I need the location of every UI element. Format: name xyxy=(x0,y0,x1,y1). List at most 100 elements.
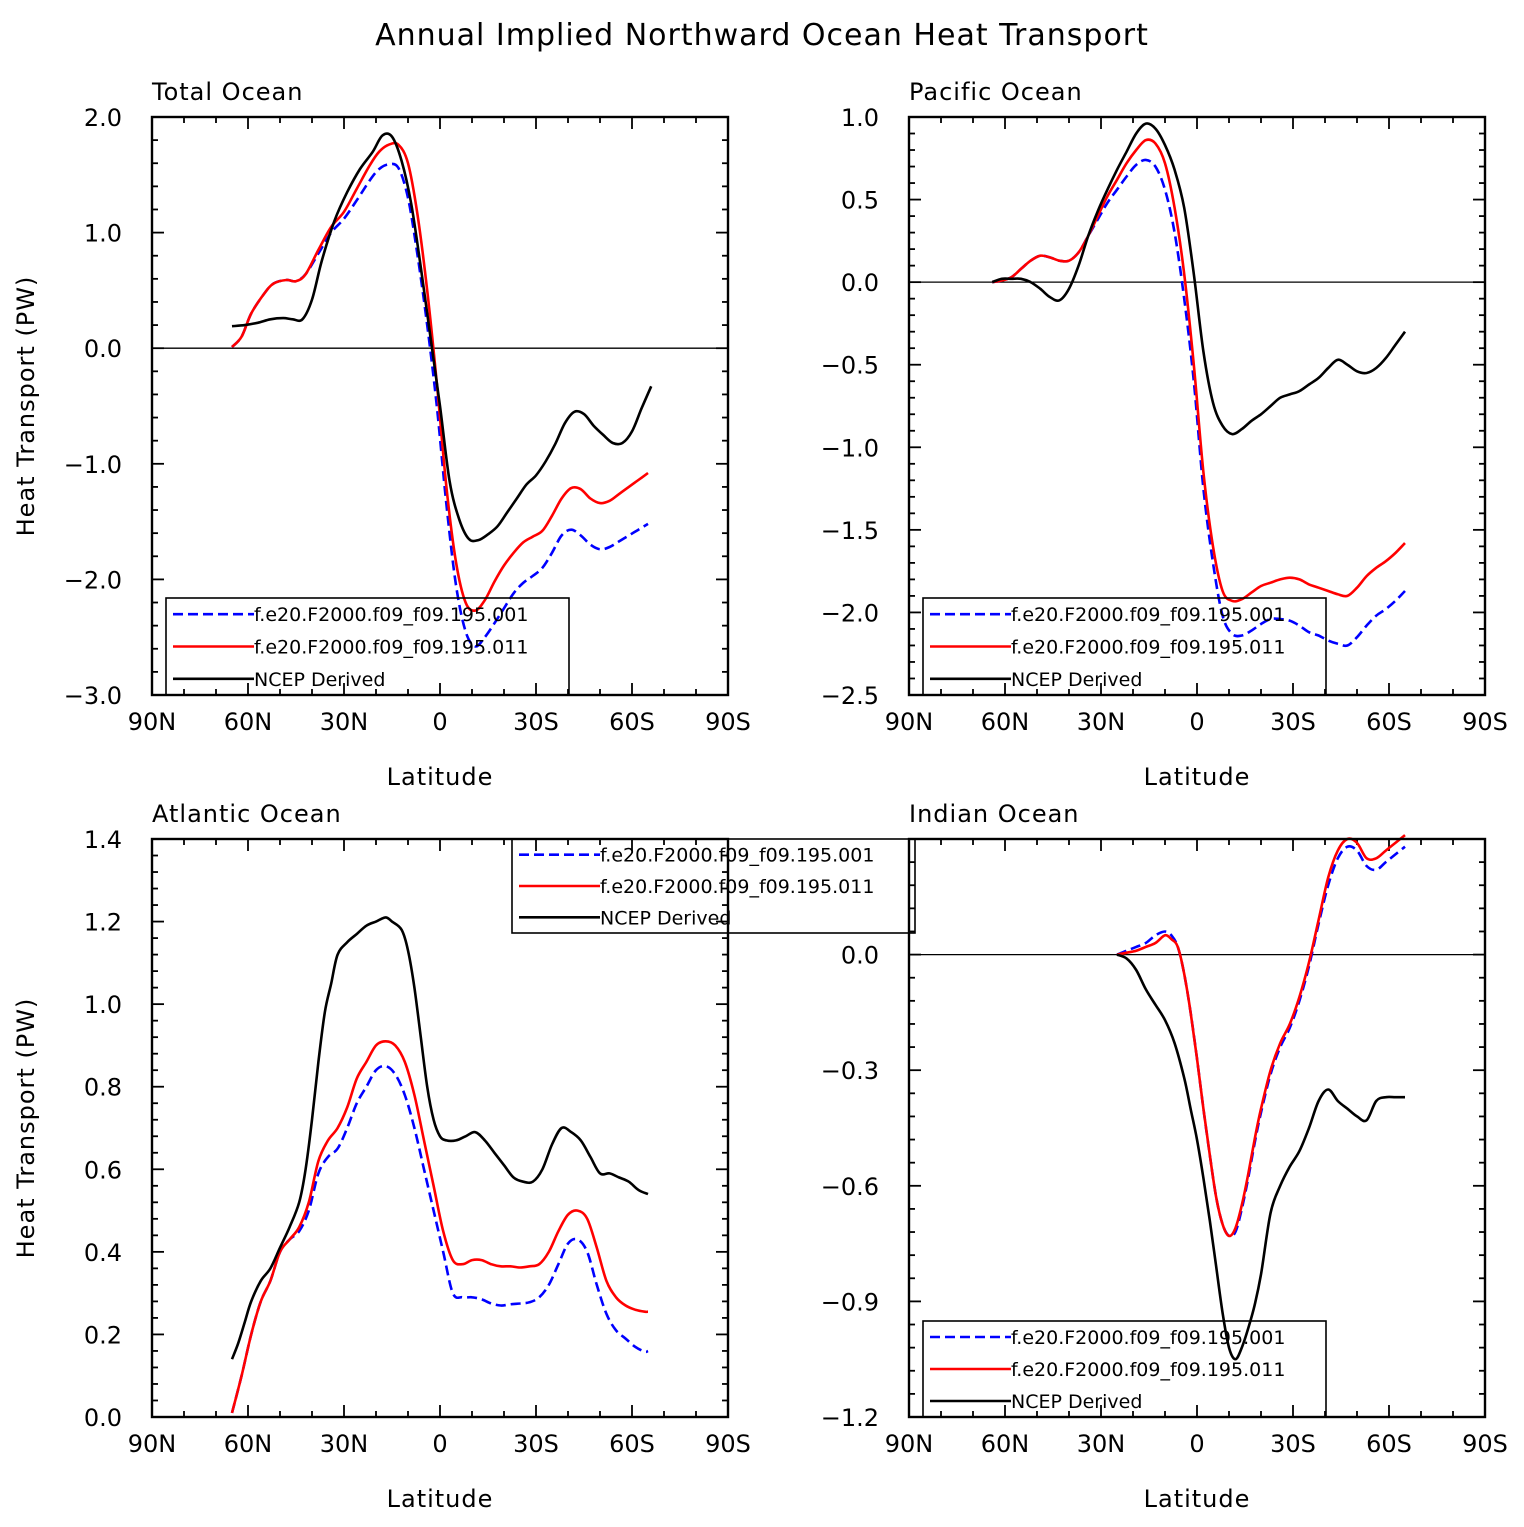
series-line-ncep xyxy=(231,132,653,543)
x-tick-label: 30S xyxy=(513,1430,559,1458)
series-line-ncep xyxy=(1116,953,1405,1361)
y-tick-label: −2.0 xyxy=(821,599,879,627)
x-tick-label: 30N xyxy=(1077,708,1126,736)
legend-label: NCEP Derived xyxy=(1011,669,1142,691)
x-tick-label: 30N xyxy=(320,1430,369,1458)
x-tick-label: 90S xyxy=(705,708,751,736)
x-tick-label: 60S xyxy=(1366,708,1412,736)
x-tick-label: 90S xyxy=(1462,1430,1508,1458)
y-tick-label: 1.0 xyxy=(84,220,122,248)
panel-title: Total Ocean xyxy=(151,78,303,106)
y-tick-label: −0.6 xyxy=(821,1173,879,1201)
series-line-001 xyxy=(230,1064,649,1414)
x-tick-label: 60N xyxy=(981,1430,1030,1458)
legend-label: f.e20.F2000.f09_f09.195.001 xyxy=(600,845,874,867)
legend-label: f.e20.F2000.f09_f09.195.001 xyxy=(254,604,528,626)
x-tick-label: 90N xyxy=(128,1430,177,1458)
x-tick-label: 0 xyxy=(432,1430,447,1458)
x-tick-label: 90S xyxy=(705,1430,751,1458)
legend: f.e20.F2000.f09_f09.195.001 f.e20.F2000.f… xyxy=(511,838,916,934)
y-tick-label: −1.0 xyxy=(821,434,879,462)
x-tick-label: 30N xyxy=(320,708,369,736)
y-tick-label: 2.0 xyxy=(84,104,122,132)
series-line-ncep xyxy=(991,122,1407,436)
y-tick-label: 1.0 xyxy=(841,104,879,132)
y-axis-label: Heat Transport (PW) xyxy=(12,276,40,537)
x-axis-label: Latitude xyxy=(387,1485,494,1513)
x-axis-label: Latitude xyxy=(387,763,494,791)
plot-frame xyxy=(150,837,730,1419)
y-tick-label: −0.5 xyxy=(821,352,879,380)
y-tick-label: 0.0 xyxy=(84,1404,122,1432)
y-tick-label: 1.2 xyxy=(84,909,122,937)
panel-title: Atlantic Ocean xyxy=(152,800,342,828)
legend-label: f.e20.F2000.f09_f09.195.001 xyxy=(1011,1327,1285,1349)
legend-label: f.e20.F2000.f09_f09.195.011 xyxy=(600,876,874,898)
x-tick-label: 90S xyxy=(1462,708,1508,736)
series-line-011 xyxy=(1116,834,1406,1238)
x-tick-label: 0 xyxy=(432,708,447,736)
legend-label: f.e20.F2000.f09_f09.195.011 xyxy=(1011,1359,1285,1381)
series-line-001 xyxy=(1116,844,1406,1238)
x-tick-label: 90N xyxy=(885,708,934,736)
y-tick-label: −2.5 xyxy=(821,682,879,710)
y-tick-label: −0.9 xyxy=(821,1288,879,1316)
y-tick-label: 0.0 xyxy=(84,335,122,363)
y-tick-label: −1.0 xyxy=(64,451,122,479)
x-tick-label: 30S xyxy=(1270,708,1316,736)
figure-title: Annual Implied Northward Ocean Heat Tran… xyxy=(375,18,1149,53)
legend-label: NCEP Derived xyxy=(1011,1391,1142,1413)
legend-box xyxy=(922,597,1327,696)
legend-label: NCEP Derived xyxy=(254,669,385,691)
series-line-011 xyxy=(231,141,649,612)
legend: f.e20.F2000.f09_f09.195.001 f.e20.F2000.f… xyxy=(922,1320,1327,1418)
legend-box xyxy=(165,597,570,696)
y-tick-label: 0.2 xyxy=(84,1321,122,1349)
series-line-001 xyxy=(992,158,1406,648)
legend: f.e20.F2000.f09_f09.195.001 f.e20.F2000.f… xyxy=(922,597,1327,696)
y-tick-label: 0.6 xyxy=(84,1156,122,1184)
y-tick-label: 0.8 xyxy=(84,1074,122,1102)
y-tick-label: 1.0 xyxy=(84,991,122,1019)
legend-label: NCEP Derived xyxy=(600,907,731,929)
y-tick-label: 0.0 xyxy=(841,269,879,297)
series-line-011 xyxy=(230,1040,649,1414)
legend-label: f.e20.F2000.f09_f09.195.011 xyxy=(254,637,528,659)
x-tick-label: 30N xyxy=(1077,1430,1126,1458)
series-line-011 xyxy=(992,138,1406,603)
x-axis-label: Latitude xyxy=(1144,1485,1251,1513)
legend-label: f.e20.F2000.f09_f09.195.001 xyxy=(1011,604,1285,626)
x-tick-label: 60S xyxy=(609,1430,655,1458)
x-tick-label: 0 xyxy=(1189,1430,1204,1458)
y-tick-label: −0.3 xyxy=(821,1057,879,1085)
panel-title: Pacific Ocean xyxy=(909,78,1083,106)
x-tick-label: 60S xyxy=(1366,1430,1412,1458)
y-tick-label: −1.5 xyxy=(821,517,879,545)
x-tick-label: 30S xyxy=(1270,1430,1316,1458)
legend-box xyxy=(922,1320,1327,1418)
panel-title: Indian Ocean xyxy=(909,800,1080,828)
y-tick-label: −3.0 xyxy=(64,682,122,710)
panel-indian-ocean: Indian Ocean 90N 60N 30N 0 30S 60S 90S 0.0 −0.3 −0… xyxy=(821,800,1508,1513)
x-tick-label: 90N xyxy=(885,1430,934,1458)
panel-pacific-ocean: Pacific Ocean 90N 60N 30N 0 30S 60S 90S 1.0 0.5 0.… xyxy=(821,78,1508,791)
y-tick-label: 0.5 xyxy=(841,187,879,215)
y-tick-label: −2.0 xyxy=(64,566,122,594)
y-axis-label: Heat Transport (PW) xyxy=(12,998,40,1259)
legend: f.e20.F2000.f09_f09.195.001 f.e20.F2000.f… xyxy=(165,597,570,696)
y-tick-label: 0.4 xyxy=(84,1239,122,1267)
panel-atlantic-ocean: Atlantic Ocean 90N 60N 30N 0 30S 60S 90S 1.4 1.2 1… xyxy=(12,800,916,1513)
panel-total-ocean: Total Ocean 90N 60N 30N 0 30S 60S 90S 2.0 1.0 0.0 −… xyxy=(12,78,751,791)
x-tick-label: 30S xyxy=(513,708,559,736)
x-tick-label: 0 xyxy=(1189,708,1204,736)
x-tick-label: 60N xyxy=(224,1430,273,1458)
y-tick-label: 1.4 xyxy=(84,826,122,854)
series-line-ncep xyxy=(230,916,649,1360)
y-tick-label: −1.2 xyxy=(821,1404,879,1432)
x-tick-label: 60N xyxy=(224,708,273,736)
x-tick-label: 60N xyxy=(981,708,1030,736)
legend-label: f.e20.F2000.f09_f09.195.011 xyxy=(1011,637,1285,659)
y-tick-label: 0.0 xyxy=(841,942,879,970)
x-tick-label: 90N xyxy=(128,708,177,736)
